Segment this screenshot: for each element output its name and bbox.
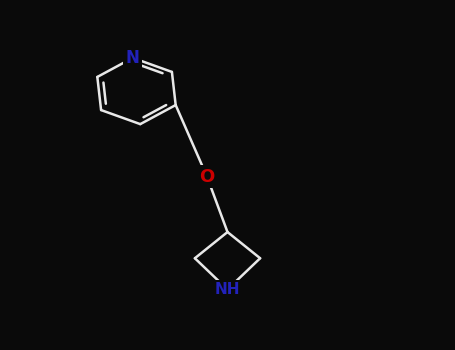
Text: NH: NH [215,282,240,297]
Text: N: N [126,49,140,67]
Text: O: O [199,168,215,186]
